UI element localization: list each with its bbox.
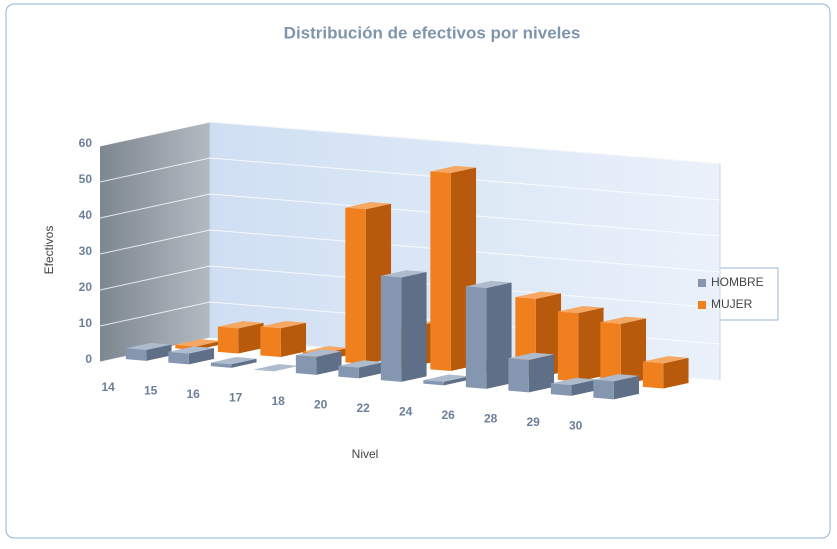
y-tick-label: 50 bbox=[79, 172, 93, 186]
bar bbox=[380, 275, 402, 382]
x-tick-label: 30 bbox=[569, 419, 583, 433]
bar-side bbox=[443, 376, 470, 386]
bar-top bbox=[338, 360, 385, 368]
y-tick-label: 30 bbox=[79, 244, 93, 258]
bar-side bbox=[613, 375, 640, 400]
bar-side bbox=[188, 348, 215, 365]
bar bbox=[557, 311, 579, 382]
x-tick-label: 15 bbox=[144, 384, 158, 398]
bar bbox=[125, 348, 147, 361]
bar-side bbox=[401, 271, 427, 382]
bar bbox=[642, 361, 664, 389]
bar-top bbox=[253, 364, 300, 372]
chart-title: Distribución de efectivos por niveles bbox=[284, 23, 581, 42]
legend-swatch bbox=[698, 301, 706, 309]
x-tick-label: 29 bbox=[526, 415, 540, 429]
y-tick-label: 0 bbox=[85, 352, 92, 366]
bar-side bbox=[238, 322, 264, 354]
bar-top bbox=[465, 280, 512, 289]
bar-top bbox=[508, 352, 555, 360]
bar bbox=[217, 326, 239, 354]
grid-line bbox=[99, 193, 721, 237]
x-tick-label: 24 bbox=[399, 405, 413, 419]
bar-top bbox=[593, 374, 640, 382]
bar-side bbox=[280, 322, 307, 358]
grid-line bbox=[99, 157, 721, 201]
x-tick-label: 26 bbox=[441, 408, 455, 422]
bar bbox=[508, 358, 529, 393]
bar bbox=[210, 362, 232, 368]
x-axis-title: Nivel bbox=[352, 447, 379, 461]
bar-side bbox=[528, 354, 555, 393]
x-tick-label: 20 bbox=[314, 398, 328, 412]
bar-top bbox=[430, 165, 477, 174]
bar bbox=[260, 326, 281, 358]
bar-side bbox=[620, 318, 647, 386]
bar bbox=[593, 379, 614, 400]
x-tick-label: 22 bbox=[356, 401, 370, 415]
bar bbox=[465, 286, 487, 389]
bar-side bbox=[316, 351, 342, 375]
bar bbox=[423, 380, 444, 386]
bar-side bbox=[571, 379, 597, 396]
bar-top bbox=[423, 374, 470, 382]
bar-top bbox=[175, 339, 222, 347]
bar bbox=[168, 351, 189, 365]
bar bbox=[430, 171, 451, 372]
bar-side bbox=[663, 357, 689, 389]
bar-side bbox=[231, 358, 257, 368]
x-tick-label: 16 bbox=[186, 387, 200, 401]
legend-swatch bbox=[698, 279, 706, 287]
grid-line bbox=[99, 229, 721, 273]
bar-top bbox=[210, 357, 257, 365]
bar bbox=[338, 365, 359, 379]
bar bbox=[345, 207, 366, 365]
bar-top bbox=[260, 321, 307, 329]
bar-top bbox=[125, 342, 172, 351]
bar-side bbox=[578, 307, 604, 382]
legend-label: MUJER bbox=[711, 297, 753, 311]
bar-top bbox=[345, 202, 392, 210]
bar-top bbox=[217, 321, 264, 329]
x-tick-label: 14 bbox=[101, 380, 115, 394]
grid-line bbox=[99, 121, 721, 165]
y-axis-title: Efectivos bbox=[42, 226, 56, 275]
bar bbox=[600, 322, 621, 386]
y-tick-label: 10 bbox=[79, 316, 93, 330]
bar-side bbox=[146, 344, 172, 361]
x-tick-label: 28 bbox=[484, 412, 498, 426]
bar-top bbox=[642, 356, 689, 364]
bar-side bbox=[358, 362, 385, 379]
y-tick-label: 20 bbox=[79, 280, 93, 294]
y-tick-label: 40 bbox=[79, 208, 93, 222]
bar bbox=[550, 383, 572, 396]
bar-top bbox=[380, 270, 427, 278]
bar-side bbox=[486, 282, 512, 389]
bar-top bbox=[550, 377, 597, 386]
bar bbox=[295, 355, 317, 375]
x-tick-label: 18 bbox=[271, 394, 285, 408]
bar-top bbox=[515, 291, 562, 299]
x-tick-label: 17 bbox=[229, 391, 243, 405]
bar-top bbox=[295, 349, 342, 357]
bar-top bbox=[168, 346, 215, 354]
y-tick-label: 60 bbox=[79, 136, 93, 150]
bar-top bbox=[557, 305, 604, 314]
legend-label: HOMBRE bbox=[711, 275, 764, 289]
bar-top bbox=[600, 316, 647, 324]
